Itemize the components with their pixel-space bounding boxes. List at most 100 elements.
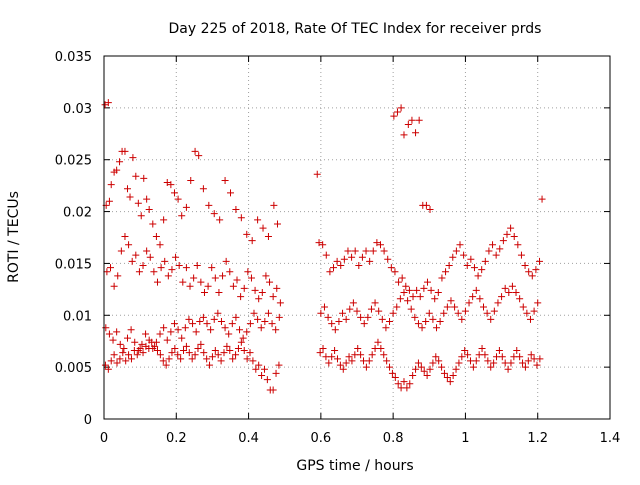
data-point-marker [369,247,377,255]
data-point-marker [461,307,469,315]
data-point-marker [119,349,127,357]
data-point-marker [423,371,431,379]
data-point-marker [200,288,208,296]
data-point-marker [216,216,224,224]
data-point-marker [393,303,401,311]
data-point-marker [331,326,339,334]
data-point-marker [390,112,398,120]
data-point-marker [258,371,266,379]
data-point-marker [476,295,484,303]
data-point-marker [469,293,477,301]
data-point-marker [246,320,254,328]
data-point-marker [418,324,426,332]
data-point-marker [342,315,350,323]
data-point-marker [386,363,394,371]
data-point-marker [331,347,339,355]
data-point-marker [185,315,193,323]
data-point-marker [232,205,240,213]
data-point-marker [498,353,506,361]
data-point-marker [346,305,354,313]
data-marker-layer [101,99,546,394]
data-point-marker [174,195,182,203]
data-point-marker [145,205,153,213]
data-point-marker [127,355,135,363]
data-point-marker [512,288,520,296]
data-point-marker [487,315,495,323]
data-point-marker [336,361,344,369]
data-point-marker [171,344,179,352]
data-point-marker [206,361,214,369]
data-point-marker [449,253,457,261]
y-tick-label: 0.025 [55,154,92,169]
data-point-marker [211,347,219,355]
data-point-marker [104,99,112,107]
data-point-marker [431,295,439,303]
data-point-marker [469,363,477,371]
data-point-marker [508,282,516,290]
data-point-marker [191,351,199,359]
data-point-marker [162,361,170,369]
data-point-marker [132,251,140,259]
data-point-marker [110,282,118,290]
data-point-marker [313,170,321,178]
data-point-marker [400,288,408,296]
data-point-marker [113,328,121,336]
data-point-marker [220,349,228,357]
data-point-marker [214,309,222,317]
data-point-marker [378,315,386,323]
data-point-marker [503,230,511,238]
data-point-marker [228,320,236,328]
data-point-marker [481,257,489,265]
data-point-marker [320,303,328,311]
data-point-marker [174,351,182,359]
data-point-marker [507,359,515,367]
data-point-marker [123,334,131,342]
data-point-marker [538,195,546,203]
data-point-marker [139,349,147,357]
data-point-marker [412,129,420,137]
data-point-marker [348,357,356,365]
data-point-marker [377,344,385,352]
data-point-marker [376,241,384,249]
data-point-marker [358,253,366,261]
data-point-marker [148,338,156,346]
data-point-marker [113,359,121,367]
data-point-marker [425,309,433,317]
data-point-marker [501,284,509,292]
data-point-marker [156,351,164,359]
data-point-marker [435,357,443,365]
data-point-marker [403,384,411,392]
data-point-marker [316,349,324,357]
data-point-marker [133,351,141,359]
data-point-marker [447,297,455,305]
data-point-marker [159,357,167,365]
data-point-marker [142,330,150,338]
data-point-marker [394,380,402,388]
data-point-marker [152,232,160,240]
data-point-marker [458,353,466,361]
data-point-marker [197,340,205,348]
data-point-marker [443,303,451,311]
data-point-marker [366,257,374,265]
data-point-marker [255,361,263,369]
data-point-marker [400,131,408,139]
data-point-marker [258,288,266,296]
data-point-marker [194,344,202,352]
data-point-marker [120,344,128,352]
data-point-marker [365,357,373,365]
data-point-marker [215,288,223,296]
data-point-marker [140,174,148,182]
data-point-marker [113,166,121,174]
data-point-marker [178,334,186,342]
data-point-marker [175,262,183,270]
data-point-marker [322,251,330,259]
data-point-marker [105,197,113,205]
y-axis-title: ROTI / TECUs [6,191,22,283]
data-point-marker [400,378,408,386]
data-point-marker [521,363,529,371]
data-point-marker [243,230,251,238]
data-point-marker [243,355,251,363]
data-point-marker [528,272,536,280]
data-point-marker [272,369,280,377]
data-point-marker [225,330,233,338]
